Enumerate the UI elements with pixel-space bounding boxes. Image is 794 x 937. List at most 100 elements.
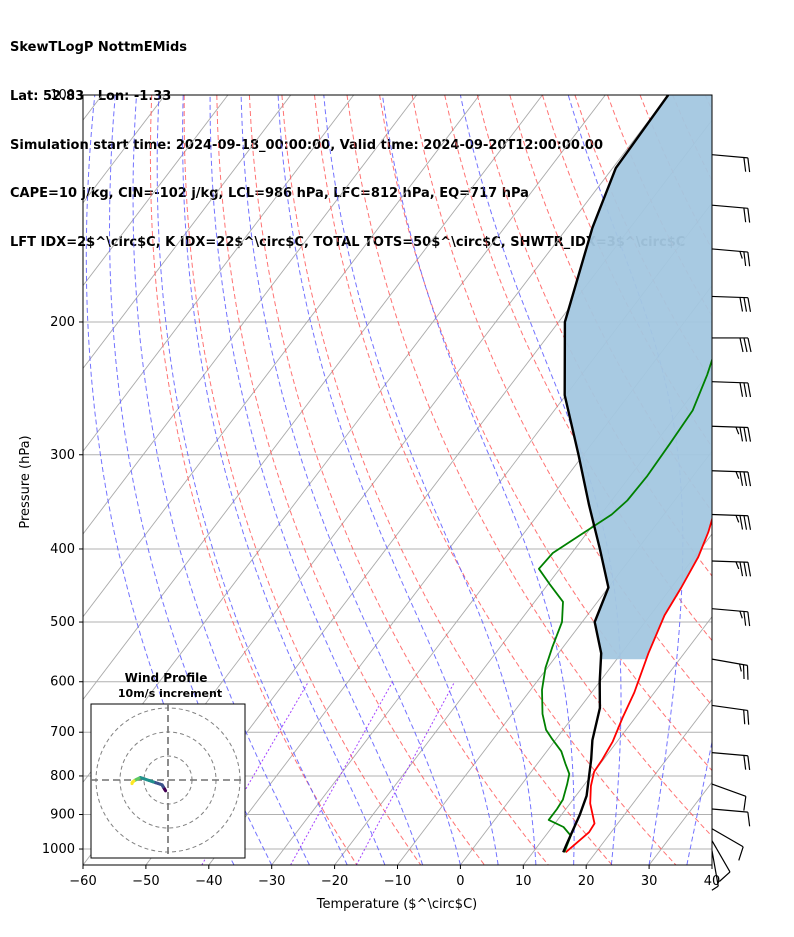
wind-barb-staff — [711, 513, 748, 517]
wind-barb-flag — [739, 515, 744, 530]
wind-barb-flag — [747, 427, 752, 442]
x-tick-label: 20 — [578, 874, 595, 889]
wind-barb-flag — [735, 515, 740, 523]
inset-contents — [91, 704, 245, 858]
title-line: SkewTLogP NottmEMids — [10, 40, 188, 56]
x-tick-label: 10 — [515, 874, 532, 889]
inset-subtitle: 10m/s increment — [118, 687, 222, 700]
cape-line: CAPE=10 j/kg, CIN=-102 j/kg, LCL=986 hPa… — [10, 186, 529, 202]
wind-barb-staff — [711, 808, 748, 813]
wind-barb-staff — [711, 560, 748, 563]
dry-adiabat-line — [444, 95, 712, 642]
wind-barb-flag — [747, 157, 751, 173]
wind-barb-staff — [711, 248, 748, 253]
wind-barb-flag — [735, 471, 740, 479]
wind-barb-flag — [747, 337, 752, 353]
isotherm-line — [711, 864, 712, 865]
moist-adiabat-line — [182, 95, 386, 865]
wind-barb-flag — [743, 755, 747, 770]
wind-barb-flag — [739, 251, 743, 259]
moist-adiabat-line — [156, 95, 348, 865]
wind-barb-staff — [711, 828, 744, 848]
isotherm-line — [83, 95, 292, 370]
location-line: Lat: 52.83 Lon: -1.33 — [10, 89, 172, 104]
wind-barb-flag — [735, 561, 740, 570]
isotherm-line — [83, 95, 229, 287]
wind-barb-flag — [742, 664, 745, 680]
y-tick-label: 1000 — [42, 842, 75, 857]
y-tick-label: 900 — [50, 808, 75, 823]
wind-barb-flag — [743, 562, 748, 577]
wind-barb-staff — [711, 381, 748, 384]
wind-barb-flag — [743, 207, 747, 223]
wind-barb-flag — [746, 665, 749, 680]
x-tick-label: −30 — [258, 874, 285, 889]
x-tick-label: −40 — [195, 874, 222, 889]
time-line: Simulation start time: 2024-09-18_00:00:… — [10, 137, 603, 153]
moist-adiabat-line — [277, 95, 499, 865]
wind-barb-staff — [711, 850, 719, 887]
wind-barb-flag — [735, 426, 740, 435]
wind-barb-flag — [743, 382, 748, 398]
wind-barb-flag — [718, 871, 731, 882]
wind-barb-flag — [743, 337, 748, 353]
y-tick-label: 300 — [50, 448, 75, 463]
dry-adiabat-line — [379, 95, 712, 772]
isotherm-line — [83, 95, 355, 452]
mixing-ratio-line — [355, 681, 456, 865]
wind-barb-flag — [739, 471, 744, 486]
wind-barb-staff — [711, 154, 748, 159]
isotherm-line — [83, 95, 480, 618]
moist-adiabat-line — [240, 95, 461, 865]
wind-barb-flag — [747, 611, 751, 627]
wind-barb-staff — [711, 658, 748, 666]
wind-barb-flag — [738, 846, 744, 861]
adiabat-lines — [83, 95, 712, 865]
dry-adiabat-line — [149, 95, 358, 865]
wind-barb-flag — [743, 157, 747, 172]
cape-area — [564, 95, 712, 660]
dry-adiabat-line — [216, 95, 485, 865]
x-tick-label: −50 — [132, 874, 159, 889]
wind-barb-flag — [739, 427, 744, 442]
wind-barb-flag — [743, 471, 748, 487]
y-tick-label: 100 — [50, 88, 75, 103]
profile-lines — [538, 95, 712, 853]
wind-barb-flag — [739, 382, 744, 397]
wind-barb-flag — [739, 561, 744, 577]
wind-barb-flag — [743, 297, 748, 312]
wind-barb-staff — [711, 295, 748, 299]
wind-barb-flag — [743, 427, 748, 442]
wind-barb-flag — [747, 562, 752, 577]
dry-adiabat-line — [346, 95, 712, 838]
dry-adiabat-line — [314, 95, 677, 865]
cape-fill — [564, 95, 712, 660]
dewpoint-line — [538, 357, 712, 853]
moist-adiabat-line — [459, 95, 622, 865]
wind-profile-inset — [90, 703, 246, 859]
chart-header: SkewTLogP NottmEMids Lat: 52.83 Lon: -1.… — [10, 8, 685, 267]
y-tick-label: 700 — [50, 725, 75, 740]
x-tick-label: 0 — [456, 874, 464, 889]
moist-adiabat-line — [209, 95, 424, 865]
dry-adiabat-line — [411, 95, 712, 707]
x-tick-label: −60 — [69, 874, 96, 889]
temperature-line — [565, 516, 712, 853]
wind-barb-staff — [711, 470, 748, 473]
wind-barb-staff — [711, 704, 748, 712]
wind-barb-flag — [747, 710, 750, 725]
wind-barb-staff — [711, 425, 748, 429]
x-tick-label: 40 — [704, 874, 721, 889]
wind-barb-flag — [747, 297, 752, 312]
isotherm-line — [83, 95, 543, 701]
wind-barb-flag — [711, 885, 719, 891]
isotherm-line — [460, 533, 712, 865]
x-tick-label: −10 — [384, 874, 411, 889]
wind-barb-flag — [747, 382, 752, 398]
wind-barb-flag — [747, 812, 751, 827]
wind-barb-flag — [743, 796, 747, 811]
wind-barb-staff — [711, 608, 748, 613]
wind-barb-flag — [747, 471, 752, 487]
